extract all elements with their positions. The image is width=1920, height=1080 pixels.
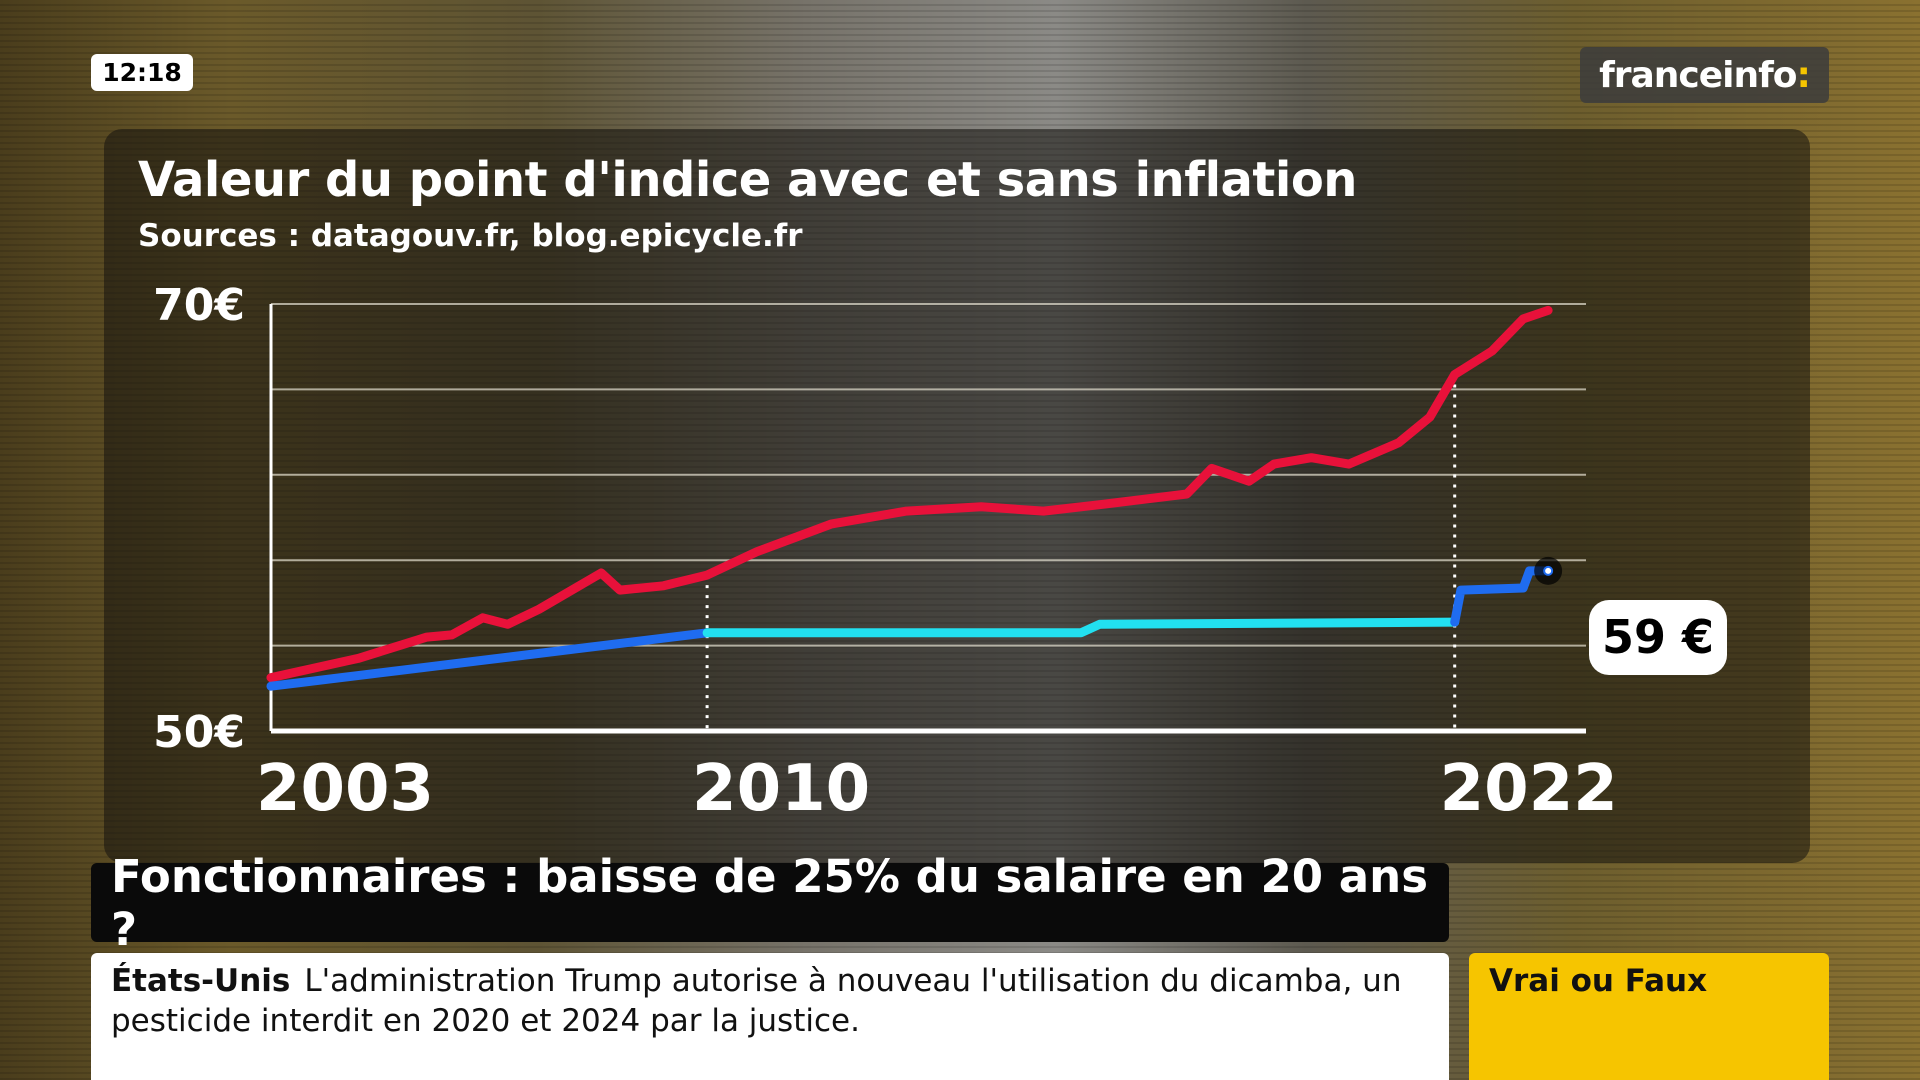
x-tick-label: 2003 — [256, 752, 434, 826]
franceinfo-logo: franceinfo: — [1580, 47, 1829, 103]
series-line — [702, 617, 1460, 638]
y-tick-label: 50€ — [153, 707, 245, 758]
logo-text: franceinfo — [1599, 54, 1797, 96]
clock: 12:18 — [91, 54, 193, 91]
chart-panel — [104, 129, 1810, 863]
chart-title: Valeur du point d'indice avec et sans in… — [138, 152, 1357, 208]
y-tick-label: 70€ — [153, 280, 245, 331]
ticker-text: L'administration Trump autorise à nouvea… — [111, 963, 1402, 1039]
logo-colon: : — [1796, 54, 1811, 96]
program-tag: Vrai ou Faux — [1469, 953, 1829, 1080]
end-value-badge — [1589, 600, 1727, 675]
ticker-topic: États-Unis — [111, 963, 291, 999]
series-line — [266, 305, 1553, 683]
series-line — [1450, 566, 1553, 627]
news-ticker: États-Unis L'administration Trump autoris… — [91, 953, 1449, 1080]
x-tick-label: 2010 — [692, 752, 870, 826]
chart-sources: Sources : datagouv.fr, blog.epicycle.fr — [138, 218, 803, 254]
end-point — [1543, 565, 1554, 576]
series-line — [266, 628, 712, 691]
end-value-label: 59 € — [1602, 610, 1714, 664]
x-tick-label: 2022 — [1440, 752, 1618, 826]
headline-banner: Fonctionnaires : baisse de 25% du salair… — [91, 850, 1449, 956]
